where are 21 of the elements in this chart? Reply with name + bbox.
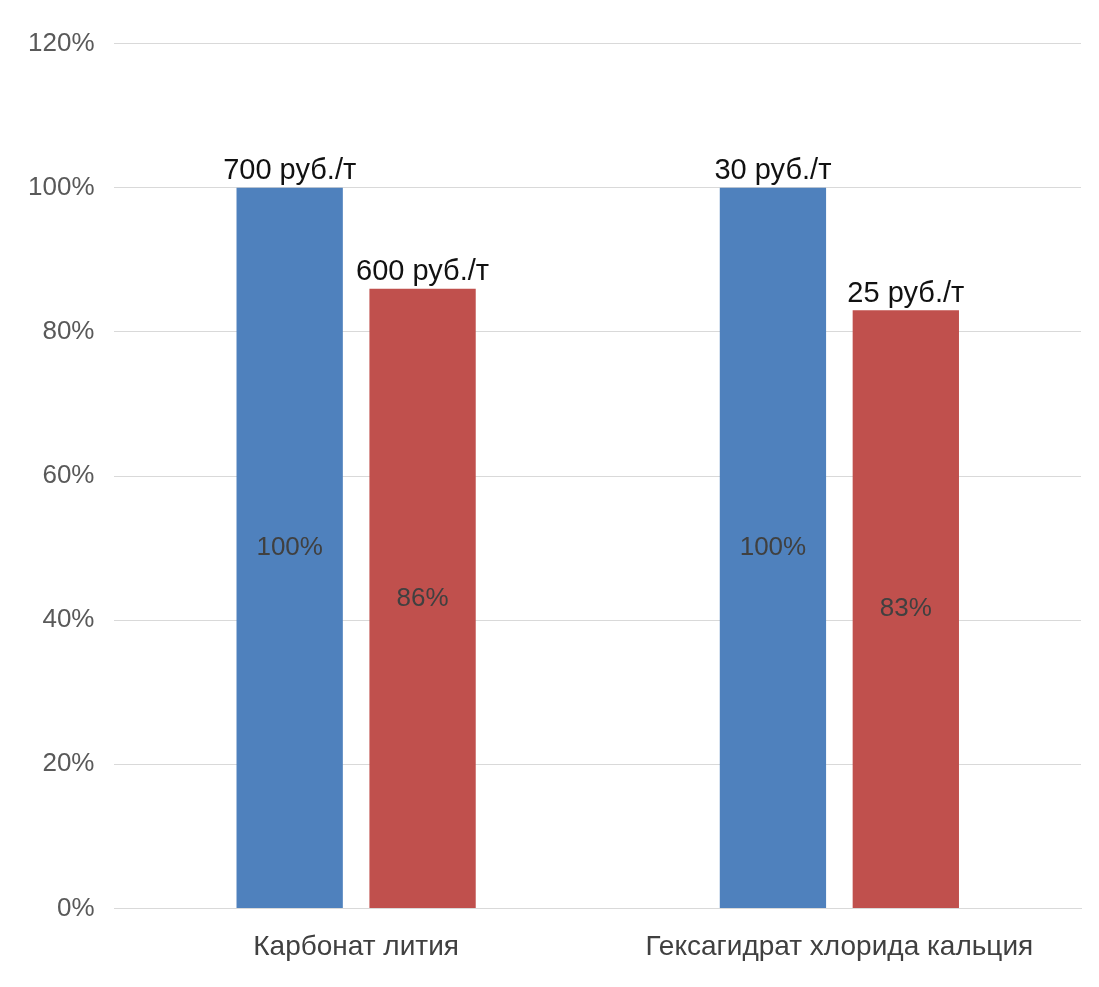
x-tick-label: Гексагидрат хлорида кальция <box>645 929 1034 961</box>
bar <box>236 187 343 908</box>
bar <box>852 310 959 908</box>
bar <box>719 187 827 908</box>
y-tick-label: 100% <box>28 170 95 201</box>
x-tick-label: Карбонат лития <box>253 929 459 961</box>
data-label: 83% <box>879 592 932 623</box>
annotation: 600 руб./т <box>356 254 490 287</box>
data-label: 100% <box>256 531 323 562</box>
bar <box>369 288 476 908</box>
y-tick-label: 60% <box>42 459 95 490</box>
data-label: 86% <box>396 581 449 612</box>
annotation: 30 руб./т <box>714 153 832 186</box>
annotation: 700 руб./т <box>223 153 357 186</box>
data-label: 100% <box>739 531 807 562</box>
annotation: 25 руб./т <box>847 275 965 308</box>
y-tick-label: 40% <box>42 603 95 634</box>
y-tick-label: 0% <box>56 891 95 922</box>
y-tick-label: 120% <box>28 26 95 57</box>
y-tick-label: 80% <box>42 315 95 346</box>
y-tick-label: 20% <box>42 747 95 778</box>
